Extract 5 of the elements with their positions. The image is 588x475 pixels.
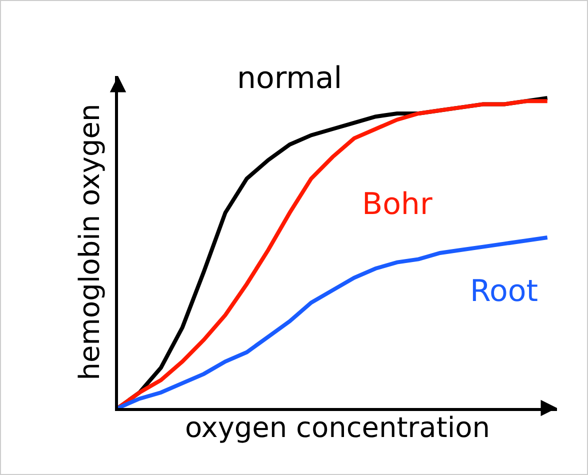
x-axis-title: oxygen concentration bbox=[185, 410, 490, 444]
series-label: normal bbox=[237, 61, 342, 96]
y-axis-title: hemoglobin oxygen bbox=[72, 104, 106, 380]
series-label: Bohr bbox=[362, 187, 433, 222]
series-label: Root bbox=[470, 274, 538, 309]
